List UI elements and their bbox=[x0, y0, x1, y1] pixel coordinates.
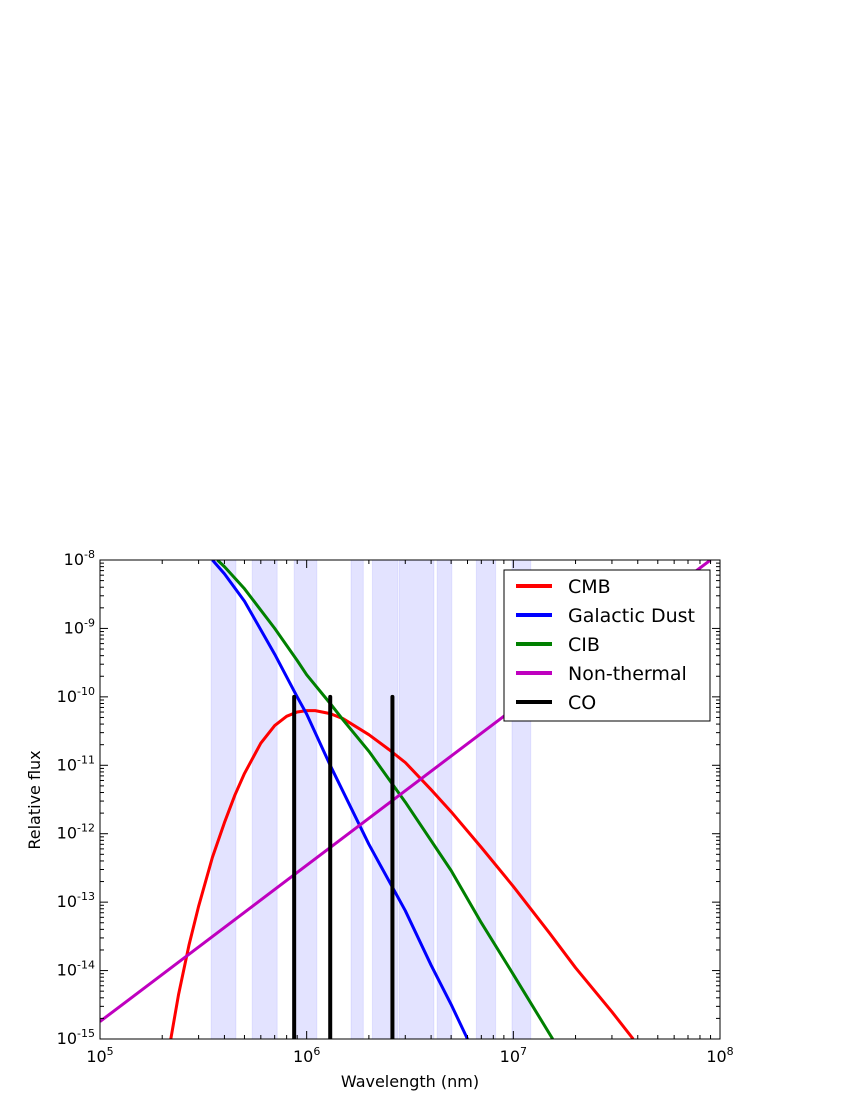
tick-label: 10-9 bbox=[64, 616, 95, 637]
tick-label: 10-15 bbox=[57, 1027, 95, 1048]
legend-label: Non-thermal bbox=[568, 663, 687, 685]
tick-label: 106 bbox=[293, 1045, 320, 1066]
shaded-band bbox=[293, 559, 318, 1040]
tick-label: 10-13 bbox=[57, 890, 95, 911]
legend-label: CIB bbox=[568, 634, 600, 656]
legend-label: CO bbox=[568, 692, 596, 714]
shaded-band bbox=[251, 559, 278, 1040]
tick-label: 105 bbox=[86, 1045, 113, 1066]
plot-frame bbox=[99, 559, 721, 1040]
series-line-galactic-dust bbox=[211, 560, 469, 1039]
y-axis-label: Relative flux bbox=[25, 750, 44, 849]
tick-label: 10-14 bbox=[57, 959, 95, 980]
tick-label: 10-11 bbox=[57, 753, 95, 774]
x-axis-label: Wavelength (nm) bbox=[341, 1072, 479, 1091]
series-line-cmb bbox=[169, 709, 635, 1039]
tick-label: 108 bbox=[706, 1045, 733, 1066]
tick-label: 10-12 bbox=[57, 822, 95, 843]
legend-label: Galactic Dust bbox=[568, 605, 695, 627]
tick-label: 10-10 bbox=[57, 685, 95, 706]
shaded-bands bbox=[210, 559, 532, 1040]
legend-label: CMB bbox=[568, 576, 611, 598]
tick-label: 10-8 bbox=[64, 548, 95, 569]
shaded-band bbox=[350, 559, 364, 1040]
axis-ticks: 105 106 107 108 10-15 10-14 10-13 10-12 10-11 10-… bbox=[57, 548, 734, 1066]
tick-label: 107 bbox=[500, 1045, 527, 1066]
legend: CMB Galactic Dust CIB Non-thermal CO bbox=[503, 569, 711, 722]
series-line-cib bbox=[216, 560, 554, 1039]
shaded-band bbox=[475, 559, 497, 1040]
